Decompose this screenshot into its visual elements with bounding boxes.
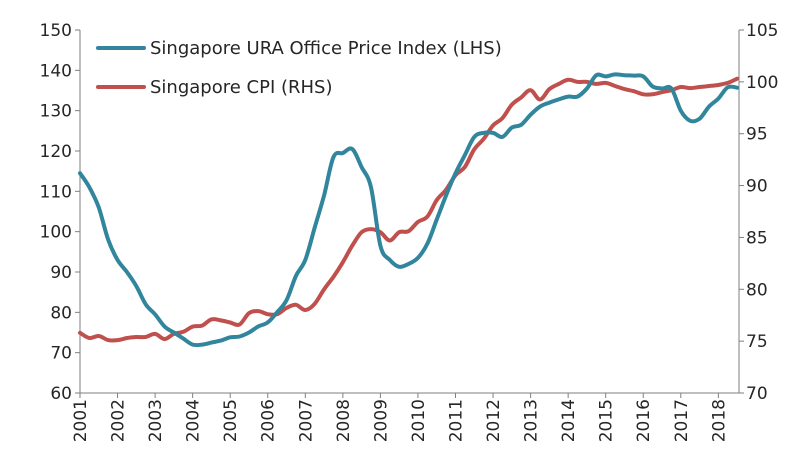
x-axis-ticks: 2001 2002 2003 2004 2005 2006 2007 2008 2009 2010… — [71, 393, 729, 442]
x-tick-label: 2013 — [522, 399, 542, 442]
legend: Singapore URA Office Price Index (LHS) Si… — [96, 38, 502, 98]
right-y-tick-label: 80 — [746, 280, 768, 300]
cpi-line — [78, 76, 740, 343]
left-y-axis-ticks: 60 70 80 90 100 110 120 130 140 150 — [40, 21, 80, 404]
right-y-tick-label: 85 — [746, 228, 768, 248]
left-y-tick-label: 150 — [40, 21, 72, 41]
x-tick-label: 2003 — [146, 399, 166, 442]
x-tick-label: 2001 — [71, 399, 91, 442]
x-tick-label: 2015 — [597, 399, 617, 442]
right-y-tick-label: 90 — [746, 177, 768, 197]
x-tick-label: 2002 — [109, 399, 129, 442]
x-tick-label: 2016 — [634, 399, 654, 442]
legend-label: Singapore URA Office Price Index (LHS) — [150, 38, 502, 59]
left-y-tick-label: 120 — [40, 142, 72, 162]
right-y-tick-label: 100 — [746, 73, 778, 93]
x-tick-label: 2004 — [184, 399, 204, 442]
right-y-tick-label: 95 — [746, 125, 768, 145]
x-tick-label: 2008 — [334, 399, 354, 442]
series-layer — [78, 72, 740, 348]
left-y-tick-label: 140 — [40, 61, 72, 81]
right-y-tick-label: 75 — [746, 332, 768, 352]
x-tick-label: 2017 — [672, 399, 692, 442]
x-tick-label: 2012 — [484, 399, 504, 442]
right-y-axis-ticks: 70 75 80 85 90 95 100 105 — [739, 21, 778, 404]
right-y-tick-label: 105 — [746, 21, 778, 41]
x-tick-label: 2014 — [559, 399, 579, 442]
x-tick-label: 2009 — [371, 399, 391, 442]
x-tick-label: 2010 — [409, 399, 429, 442]
x-tick-label: 2018 — [709, 399, 729, 442]
x-tick-label: 2006 — [259, 399, 279, 442]
left-y-tick-label: 130 — [40, 102, 72, 122]
left-y-tick-label: 90 — [50, 263, 72, 283]
x-tick-label: 2005 — [221, 399, 241, 442]
left-y-tick-label: 100 — [40, 223, 72, 243]
x-tick-label: 2007 — [296, 399, 316, 442]
left-y-tick-label: 110 — [40, 182, 72, 202]
left-y-tick-label: 60 — [50, 384, 72, 404]
left-y-tick-label: 80 — [50, 303, 72, 323]
left-y-tick-label: 70 — [50, 344, 72, 364]
right-y-tick-label: 70 — [746, 384, 768, 404]
legend-label: Singapore CPI (RHS) — [150, 77, 333, 98]
office-price-index-line — [78, 72, 740, 348]
x-tick-label: 2011 — [446, 399, 466, 442]
